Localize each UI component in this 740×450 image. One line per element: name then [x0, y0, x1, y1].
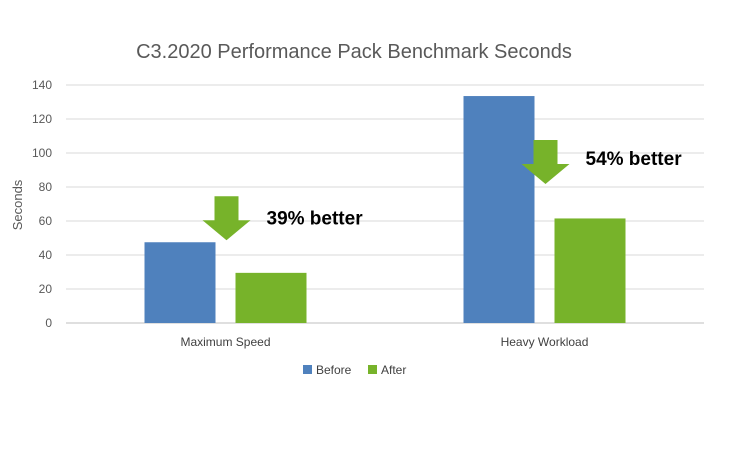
y-tick-label: 60	[39, 214, 53, 228]
legend-label-before: Before	[316, 363, 352, 377]
x-axis-categories: Maximum Speed Heavy Workload	[180, 335, 588, 349]
annotations: 39% better 54% better	[202, 140, 683, 241]
down-arrow-icon	[202, 196, 251, 241]
bar-before-0	[144, 242, 216, 323]
legend-swatch-before	[303, 365, 312, 374]
x-category-label: Heavy Workload	[501, 335, 589, 349]
x-category-label: Maximum Speed	[180, 335, 270, 349]
y-tick-label: 0	[45, 316, 52, 330]
bars	[144, 96, 626, 323]
y-tick-label: 40	[39, 248, 53, 262]
down-arrow-icon	[521, 140, 570, 185]
legend-label-after: After	[381, 363, 406, 377]
chart-title: C3.2020 Performance Pack Benchmark Secon…	[136, 41, 572, 63]
legend: Before After	[303, 363, 406, 377]
y-tick-label: 140	[32, 78, 52, 92]
y-tick-label: 80	[39, 180, 53, 194]
y-tick-label: 100	[32, 146, 52, 160]
y-tick-label: 120	[32, 112, 52, 126]
bar-after-0	[235, 272, 307, 323]
y-tick-label: 20	[39, 282, 53, 296]
legend-swatch-after	[368, 365, 377, 374]
annotation-label: 39% better	[267, 208, 364, 229]
bar-before-1	[463, 96, 535, 323]
annotation-label: 54% better	[586, 149, 683, 170]
y-axis-ticks: 0 20 40 60 80 100 120 140	[32, 78, 52, 330]
bar-after-1	[554, 218, 626, 323]
y-axis-title: Seconds	[10, 179, 25, 230]
